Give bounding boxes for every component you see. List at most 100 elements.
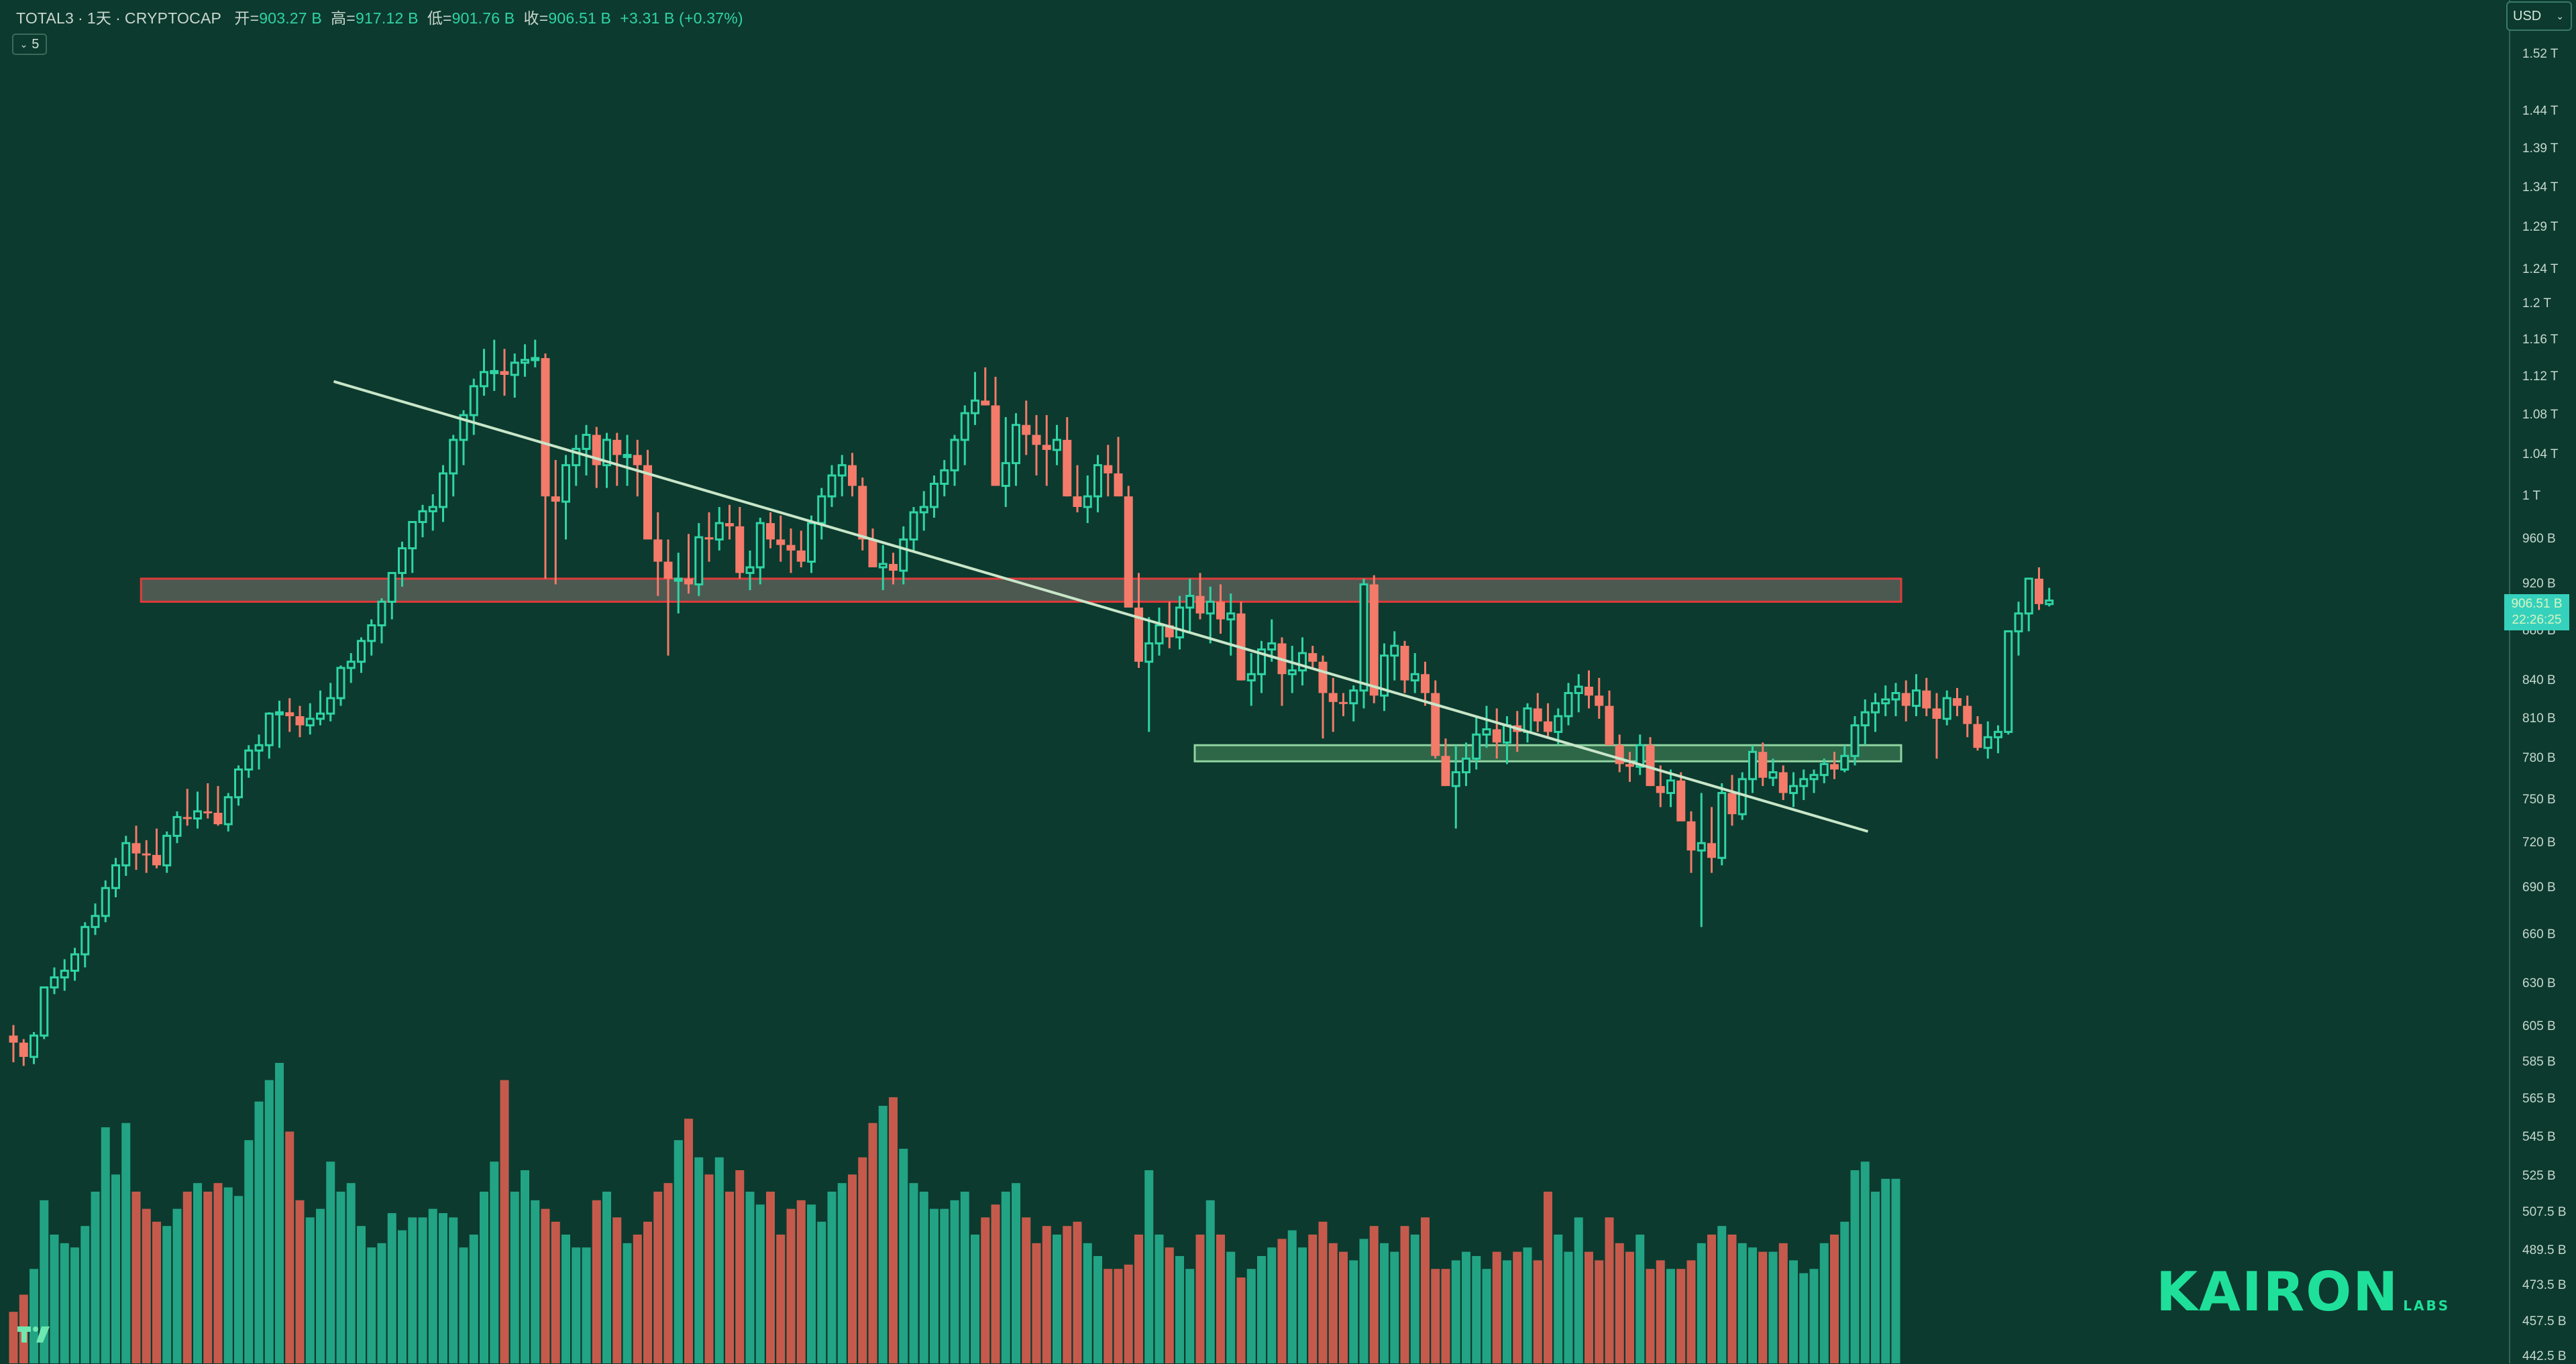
volume-bar bbox=[131, 1192, 141, 1363]
volume-bar bbox=[367, 1247, 376, 1363]
volume-bar bbox=[9, 1312, 18, 1363]
candle-up bbox=[521, 359, 529, 364]
candle-down bbox=[858, 486, 867, 540]
candle-down bbox=[1339, 701, 1348, 704]
candle-up bbox=[1462, 757, 1470, 774]
price-axis-tick: 690 B bbox=[2522, 880, 2556, 895]
volume-bar bbox=[1155, 1235, 1164, 1363]
candle-down bbox=[213, 813, 223, 825]
candle-down bbox=[1605, 705, 1614, 746]
volume-bar bbox=[305, 1217, 315, 1363]
volume-bar bbox=[735, 1170, 745, 1363]
symbol-name: TOTAL3 bbox=[16, 9, 74, 27]
candle-up bbox=[623, 453, 632, 458]
volume-bar bbox=[1216, 1235, 1225, 1363]
support-zone-box[interactable] bbox=[1193, 744, 1902, 762]
currency-value: USD bbox=[2513, 8, 2542, 23]
candle-up bbox=[1697, 842, 1706, 852]
low-label: 低= bbox=[427, 9, 452, 27]
candle-down bbox=[203, 811, 213, 813]
chevron-down-icon: ⌄ bbox=[19, 38, 28, 50]
volume-bar bbox=[193, 1183, 202, 1363]
candle-up bbox=[346, 661, 356, 669]
candle-up bbox=[561, 464, 570, 503]
volume-bar bbox=[316, 1208, 325, 1363]
candle-down bbox=[1676, 780, 1686, 821]
close-label: 收= bbox=[523, 9, 549, 27]
candle-up bbox=[950, 439, 959, 471]
volume-bar bbox=[439, 1213, 447, 1363]
volume-bar bbox=[1523, 1247, 1532, 1363]
volume-bar bbox=[264, 1080, 274, 1363]
candle-up bbox=[121, 842, 131, 866]
price-axis-tick: 1.44 T bbox=[2522, 104, 2559, 119]
candle-down bbox=[152, 854, 161, 866]
candle-up bbox=[111, 864, 120, 889]
volume-bar bbox=[981, 1217, 990, 1363]
candle-up bbox=[1850, 724, 1860, 757]
candle-down bbox=[1022, 424, 1031, 435]
candle-down bbox=[1922, 690, 1931, 709]
volume-bar bbox=[1308, 1235, 1318, 1363]
volume-bar bbox=[531, 1200, 540, 1363]
descending-trendline[interactable] bbox=[333, 380, 1869, 833]
volume-bar bbox=[1134, 1235, 1143, 1363]
volume-bar bbox=[909, 1183, 918, 1363]
volume-bar bbox=[1830, 1235, 1839, 1363]
candle-down bbox=[868, 539, 877, 567]
candle-up bbox=[940, 469, 949, 485]
volume-bar bbox=[1840, 1221, 1849, 1363]
price-axis-tick: 1.52 T bbox=[2522, 47, 2559, 62]
volume-bar bbox=[172, 1208, 182, 1363]
candle-down bbox=[1063, 439, 1072, 497]
high-label: 高= bbox=[331, 9, 356, 27]
price-axis-tick: 1.2 T bbox=[2522, 296, 2551, 311]
volume-bar bbox=[1104, 1269, 1113, 1363]
candle-up bbox=[357, 640, 366, 663]
volume-bar bbox=[346, 1183, 356, 1363]
candle-up bbox=[1451, 771, 1460, 787]
volume-bar bbox=[1421, 1217, 1430, 1363]
open-value: 903.27 B bbox=[259, 9, 322, 27]
candle-up bbox=[1994, 730, 2002, 738]
tradingview-logo-icon[interactable] bbox=[16, 1324, 51, 1344]
candle-down bbox=[295, 716, 305, 726]
candle-down bbox=[1073, 496, 1082, 508]
volume-bar bbox=[1012, 1183, 1020, 1363]
volume-bar bbox=[1022, 1217, 1031, 1363]
candle-down bbox=[2035, 578, 2043, 604]
candle-up bbox=[919, 506, 928, 514]
volume-bar bbox=[285, 1131, 294, 1363]
volume-bar bbox=[1676, 1269, 1686, 1363]
candle-up bbox=[367, 624, 376, 642]
candle-up bbox=[1789, 785, 1798, 795]
candle-up bbox=[1942, 697, 1951, 720]
price-axis-tick: 750 B bbox=[2522, 793, 2556, 807]
candle-down bbox=[1216, 602, 1225, 620]
candle-up bbox=[1185, 595, 1195, 609]
volume-bar bbox=[971, 1235, 979, 1363]
price-axis[interactable]: 1.52 T 1.44 T 1.39 T 1.34 T 1.29 T 1.24 T 1.2 … bbox=[2509, 0, 2576, 1363]
chevron-down-icon: ⌄ bbox=[2556, 10, 2564, 21]
candle-down bbox=[1963, 705, 1972, 724]
indicators-toggle-button[interactable]: ⌄ 5 bbox=[12, 34, 47, 55]
volume-bar bbox=[30, 1269, 38, 1363]
volume-bar bbox=[244, 1140, 254, 1363]
volume-bar bbox=[1544, 1192, 1552, 1363]
candle-up bbox=[1635, 744, 1645, 768]
candlestick-chart[interactable] bbox=[0, 0, 2509, 1363]
volume-bar bbox=[858, 1157, 867, 1363]
volume-bar bbox=[40, 1200, 49, 1363]
volume-bar bbox=[1185, 1269, 1195, 1363]
price-axis-tick: 473.5 B bbox=[2522, 1277, 2567, 1292]
candle-up bbox=[1871, 702, 1880, 714]
candle-up bbox=[1717, 792, 1727, 859]
candle-down bbox=[1656, 786, 1665, 793]
price-axis-tick: 1.08 T bbox=[2522, 408, 2559, 422]
volume-bar bbox=[1605, 1217, 1614, 1363]
price-axis-tick: 525 B bbox=[2522, 1169, 2556, 1184]
candle-up bbox=[1226, 612, 1236, 621]
currency-select[interactable]: USD ⌄ bbox=[2506, 1, 2572, 31]
candle-up bbox=[2004, 630, 2013, 733]
volume-bar bbox=[408, 1217, 417, 1363]
